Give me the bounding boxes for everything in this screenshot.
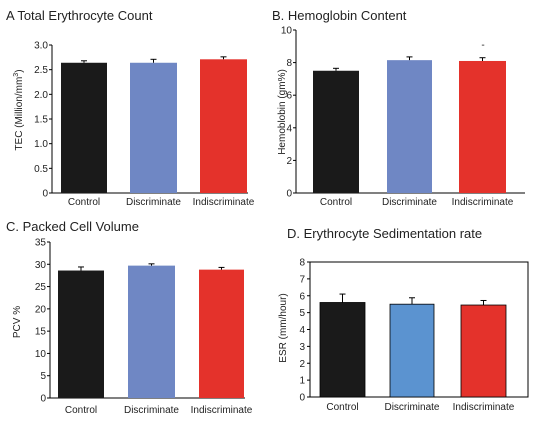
panel-a-y-axis-label: TEC (Million/mm3) (13, 69, 25, 150)
panel-c-bar-indiscriminate (199, 269, 244, 398)
panel-b-category-label: Indiscriminate (452, 197, 514, 208)
panel-a-bar-indiscriminate (200, 59, 247, 193)
panel-c: C. Packed Cell Volume PCV % 0 5 10 15 20 25 30… (6, 219, 253, 416)
panel-b-y-tick-label: 8 (286, 58, 292, 69)
panel-d: D. Erythrocyte Sedimentation rate ESR (m… (278, 226, 529, 413)
panel-b-y-axis-label: Hemoblobin (gm%) (277, 69, 288, 155)
panel-c-y-tick-label: 15 (35, 327, 47, 338)
panel-b-category-label: Control (320, 197, 352, 208)
panel-b: B. Hemoglobin Content Hemoblobin (gm%) 0… (272, 8, 525, 208)
panel-b-y-tick-label: 6 (286, 91, 292, 102)
panel-a-bar-control (61, 62, 107, 194)
panel-d-y-tick-label: 7 (299, 274, 305, 285)
panel-a-y-tick-label: 2.5 (34, 65, 48, 76)
panel-c-y-tick-label: 35 (35, 238, 47, 249)
panel-a-y-tick-label: 0 (42, 189, 48, 200)
panel-b-category-label: Discriminate (382, 197, 437, 208)
panel-d-category-label: Indiscriminate (453, 402, 515, 413)
panel-a-category-label: Indiscriminate (193, 197, 255, 208)
panel-c-category-label: Indiscriminate (191, 405, 253, 416)
panel-d-y-tick-label: 2 (299, 359, 305, 370)
panel-d-y-tick-label: 5 (299, 308, 305, 319)
panel-d-bar-control (319, 302, 366, 398)
panel-a-title: A Total Erythrocyte Count (6, 8, 153, 23)
panel-a-y-tick-label: 0.5 (34, 164, 48, 175)
panel-c-y-tick-label: 0 (40, 394, 46, 405)
panel-d-y-tick-label: 3 (299, 342, 305, 353)
panel-d-bar-discriminate (389, 303, 435, 398)
panel-d-y-tick-label: 1 (299, 376, 305, 387)
panel-a-y-tick-label: 1.5 (34, 115, 48, 126)
panel-d-title: D. Erythrocyte Sedimentation rate (287, 226, 482, 241)
panel-a-category-label: Control (68, 197, 100, 208)
panel-b-y-tick-label: 0 (286, 189, 292, 200)
panel-b-bar-discriminate (387, 60, 432, 193)
panel-d-bar-indiscriminate (460, 304, 507, 398)
panel-d-y-tick-label: 6 (299, 291, 305, 302)
panel-d-y-tick-label: 4 (299, 325, 305, 336)
panel-b-y-tick-label: 10 (281, 26, 293, 37)
panel-d-category-label: Discriminate (384, 402, 439, 413)
panel-c-y-tick-label: 5 (40, 371, 46, 382)
panel-c-y-axis-label: PCV % (12, 306, 23, 338)
panel-c-category-label: Control (65, 405, 97, 416)
panel-b-bar-control (313, 70, 359, 193)
panel-a-bar-discriminate (130, 62, 177, 194)
panel-a: A Total Erythrocyte Count TEC (Million/m… (6, 8, 255, 208)
panel-c-title: C. Packed Cell Volume (6, 219, 139, 234)
panel-b-bar-indiscriminate (459, 60, 506, 193)
panel-c-bar-control (58, 270, 104, 398)
panel-b-y-tick-label: 4 (286, 123, 292, 134)
panel-c-bar-discriminate (128, 265, 175, 398)
panel-c-y-tick-label: 10 (35, 349, 47, 360)
panel-b-annotation: - (481, 40, 484, 51)
panel-a-y-tick-label: 2.0 (34, 90, 48, 101)
panel-c-y-tick-label: 30 (35, 260, 47, 271)
panel-a-category-label: Discriminate (126, 197, 181, 208)
panel-d-y-tick-label: 0 (299, 393, 305, 404)
panel-c-category-label: Discriminate (124, 405, 179, 416)
panel-a-y-tick-label: 1.0 (34, 139, 48, 150)
panel-b-y-tick-label: 2 (286, 156, 292, 167)
panel-c-y-tick-label: 25 (35, 282, 47, 293)
panel-c-y-tick-label: 20 (35, 304, 47, 315)
panel-d-category-label: Control (326, 402, 358, 413)
panel-b-title: B. Hemoglobin Content (272, 8, 407, 23)
panel-a-y-tick-label: 3.0 (34, 41, 48, 52)
panel-d-y-tick-label: 8 (299, 258, 305, 269)
panel-d-y-axis-label: ESR (mm/hour) (278, 293, 289, 362)
